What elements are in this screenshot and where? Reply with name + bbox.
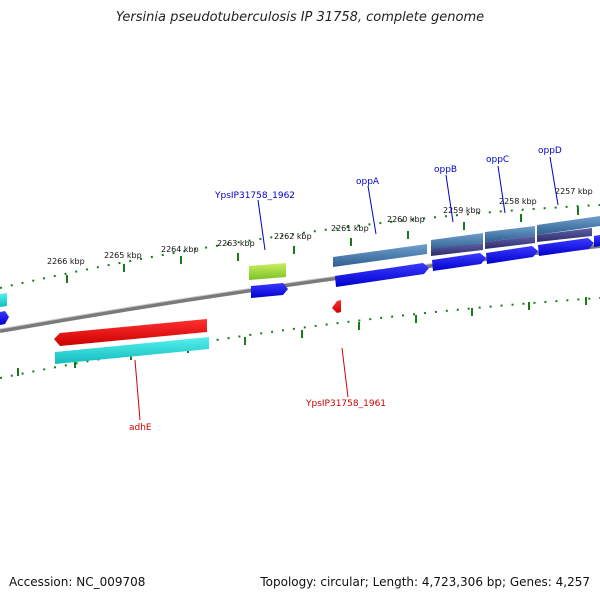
- outer-tick-dots: [0, 204, 600, 289]
- ruler-label: 2258 kbp: [499, 197, 537, 206]
- leader-line: [341, 347, 349, 398]
- leader-line: [497, 165, 506, 214]
- leader-line: [549, 156, 559, 206]
- leader-line: [134, 359, 141, 421]
- genome-title: Yersinia pseudotuberculosis IP 31758, co…: [115, 10, 485, 25]
- ruler-label: 2264 kbp: [161, 245, 199, 254]
- feature-steel[interactable]: [333, 244, 427, 267]
- cds-forward[interactable]: [251, 283, 288, 298]
- leader-line: [367, 185, 377, 235]
- gene-label-reverse[interactable]: YpsIP31758_1961: [305, 399, 386, 409]
- ruler-label: 2261 kbp: [331, 224, 369, 233]
- feature-cyan-adhE[interactable]: [55, 337, 209, 364]
- ruler-label: 2259 kbp: [443, 206, 481, 215]
- gene-labels: YpsIP31758_1962 oppA oppB oppC oppD adhE…: [129, 146, 562, 433]
- gene-label-forward[interactable]: oppA: [356, 177, 380, 187]
- feature-purple[interactable]: [431, 243, 483, 256]
- cds-forward-oppD[interactable]: [538, 238, 594, 256]
- leader-line: [445, 174, 454, 223]
- ruler-label: 2257 kbp: [555, 187, 593, 196]
- cds-fragment-blue[interactable]: [0, 311, 9, 325]
- cds-reverse-adhE[interactable]: [54, 319, 207, 346]
- feature-purple[interactable]: [537, 228, 592, 242]
- cds-fragment-cyan[interactable]: [0, 293, 7, 307]
- gene-label-forward[interactable]: oppB: [434, 165, 457, 175]
- ruler-label: 2262 kbp: [274, 232, 312, 241]
- feature-steel[interactable]: [431, 233, 483, 250]
- gene-label-reverse[interactable]: adhE: [129, 423, 152, 433]
- accession-text: Accession: NC_009708: [9, 575, 146, 589]
- cds-forward-fragment[interactable]: [594, 235, 600, 247]
- gene-label-forward[interactable]: YpsIP31758_1962: [214, 191, 295, 201]
- ruler-label: 2265 kbp: [104, 251, 142, 260]
- ruler-labels: 2266 kbp 2265 kbp 2264 kbp 2263 kbp 2262…: [47, 187, 593, 266]
- feature-green[interactable]: [249, 263, 286, 280]
- feature-steel[interactable]: [485, 226, 535, 242]
- topology-text: Topology: circular; Length: 4,723,306 bp…: [260, 575, 590, 589]
- feature-purple[interactable]: [485, 236, 535, 249]
- ruler-label: 2263 kbp: [217, 239, 255, 248]
- cds-forward-oppA[interactable]: [335, 263, 429, 287]
- leader-line: [257, 199, 266, 251]
- cds-forward-oppC[interactable]: [486, 246, 538, 264]
- outer-tick-ring: [0, 204, 600, 289]
- cds-forward-oppB[interactable]: [432, 253, 486, 271]
- ruler-label: 2260 kbp: [387, 215, 425, 224]
- gene-label-forward[interactable]: oppC: [486, 155, 509, 165]
- ruler-label: 2266 kbp: [47, 257, 85, 266]
- gene-label-forward[interactable]: oppD: [538, 146, 562, 156]
- cds-reverse-small[interactable]: [332, 300, 341, 313]
- label-leader-lines: [134, 156, 559, 421]
- feature-steel[interactable]: [537, 216, 600, 235]
